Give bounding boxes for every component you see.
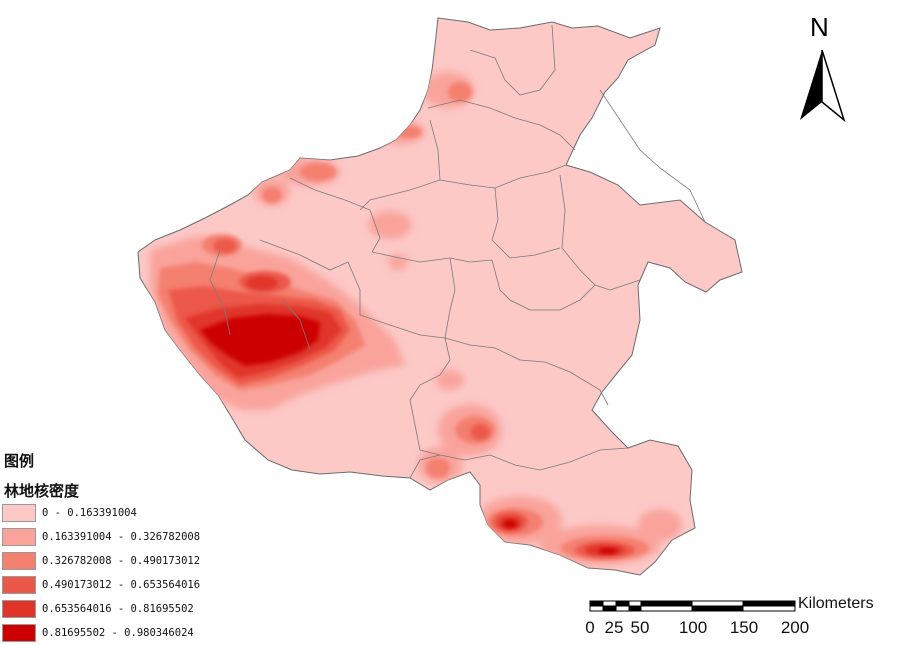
legend-swatch bbox=[2, 576, 36, 594]
legend-label: 0.653564016 - 0.81695502 bbox=[42, 603, 194, 615]
legend-item: 0 - 0.163391004 bbox=[2, 503, 137, 523]
county-boundaries bbox=[209, 24, 706, 479]
north-arrow-icon bbox=[800, 49, 846, 123]
legend-item: 0.163391004 - 0.326782008 bbox=[2, 527, 200, 547]
legend-item: 0.490173012 - 0.653564016 bbox=[2, 575, 200, 595]
legend-label: 0.163391004 - 0.326782008 bbox=[42, 531, 201, 543]
scale-tick-label: 25 bbox=[604, 618, 624, 637]
scale-unit-label: Kilometers bbox=[798, 595, 874, 612]
scale-bar bbox=[589, 600, 796, 612]
scale-tick-label: 0 bbox=[585, 618, 595, 637]
scale-tick-label: 100 bbox=[678, 618, 708, 637]
scale-tick-label: 200 bbox=[780, 618, 810, 637]
scale-tick-label: 150 bbox=[729, 618, 759, 637]
legend-item: 0.81695502 - 0.980346024 bbox=[2, 623, 194, 643]
legend-swatch bbox=[2, 504, 36, 522]
density-class-6 bbox=[200, 314, 618, 554]
legend-heading: 图例 bbox=[4, 452, 35, 470]
legend-item: 0.653564016 - 0.81695502 bbox=[2, 599, 194, 619]
legend-swatch bbox=[2, 552, 36, 570]
legend-swatch bbox=[2, 624, 36, 642]
province-outline bbox=[137, 17, 743, 576]
legend-item: 0.326782008 - 0.490173012 bbox=[2, 551, 200, 571]
north-label: N bbox=[810, 12, 829, 42]
legend-label: 0.81695502 - 0.980346024 bbox=[42, 627, 194, 639]
legend-swatch bbox=[2, 528, 36, 546]
legend-label: 0 - 0.163391004 bbox=[42, 507, 137, 519]
legend-label: 0.490173012 - 0.653564016 bbox=[42, 579, 201, 591]
legend-label: 0.326782008 - 0.490173012 bbox=[42, 555, 201, 567]
scale-tick-label: 50 bbox=[630, 618, 650, 637]
legend-layer-name: 林地核密度 bbox=[4, 482, 80, 500]
legend-swatch bbox=[2, 600, 36, 618]
